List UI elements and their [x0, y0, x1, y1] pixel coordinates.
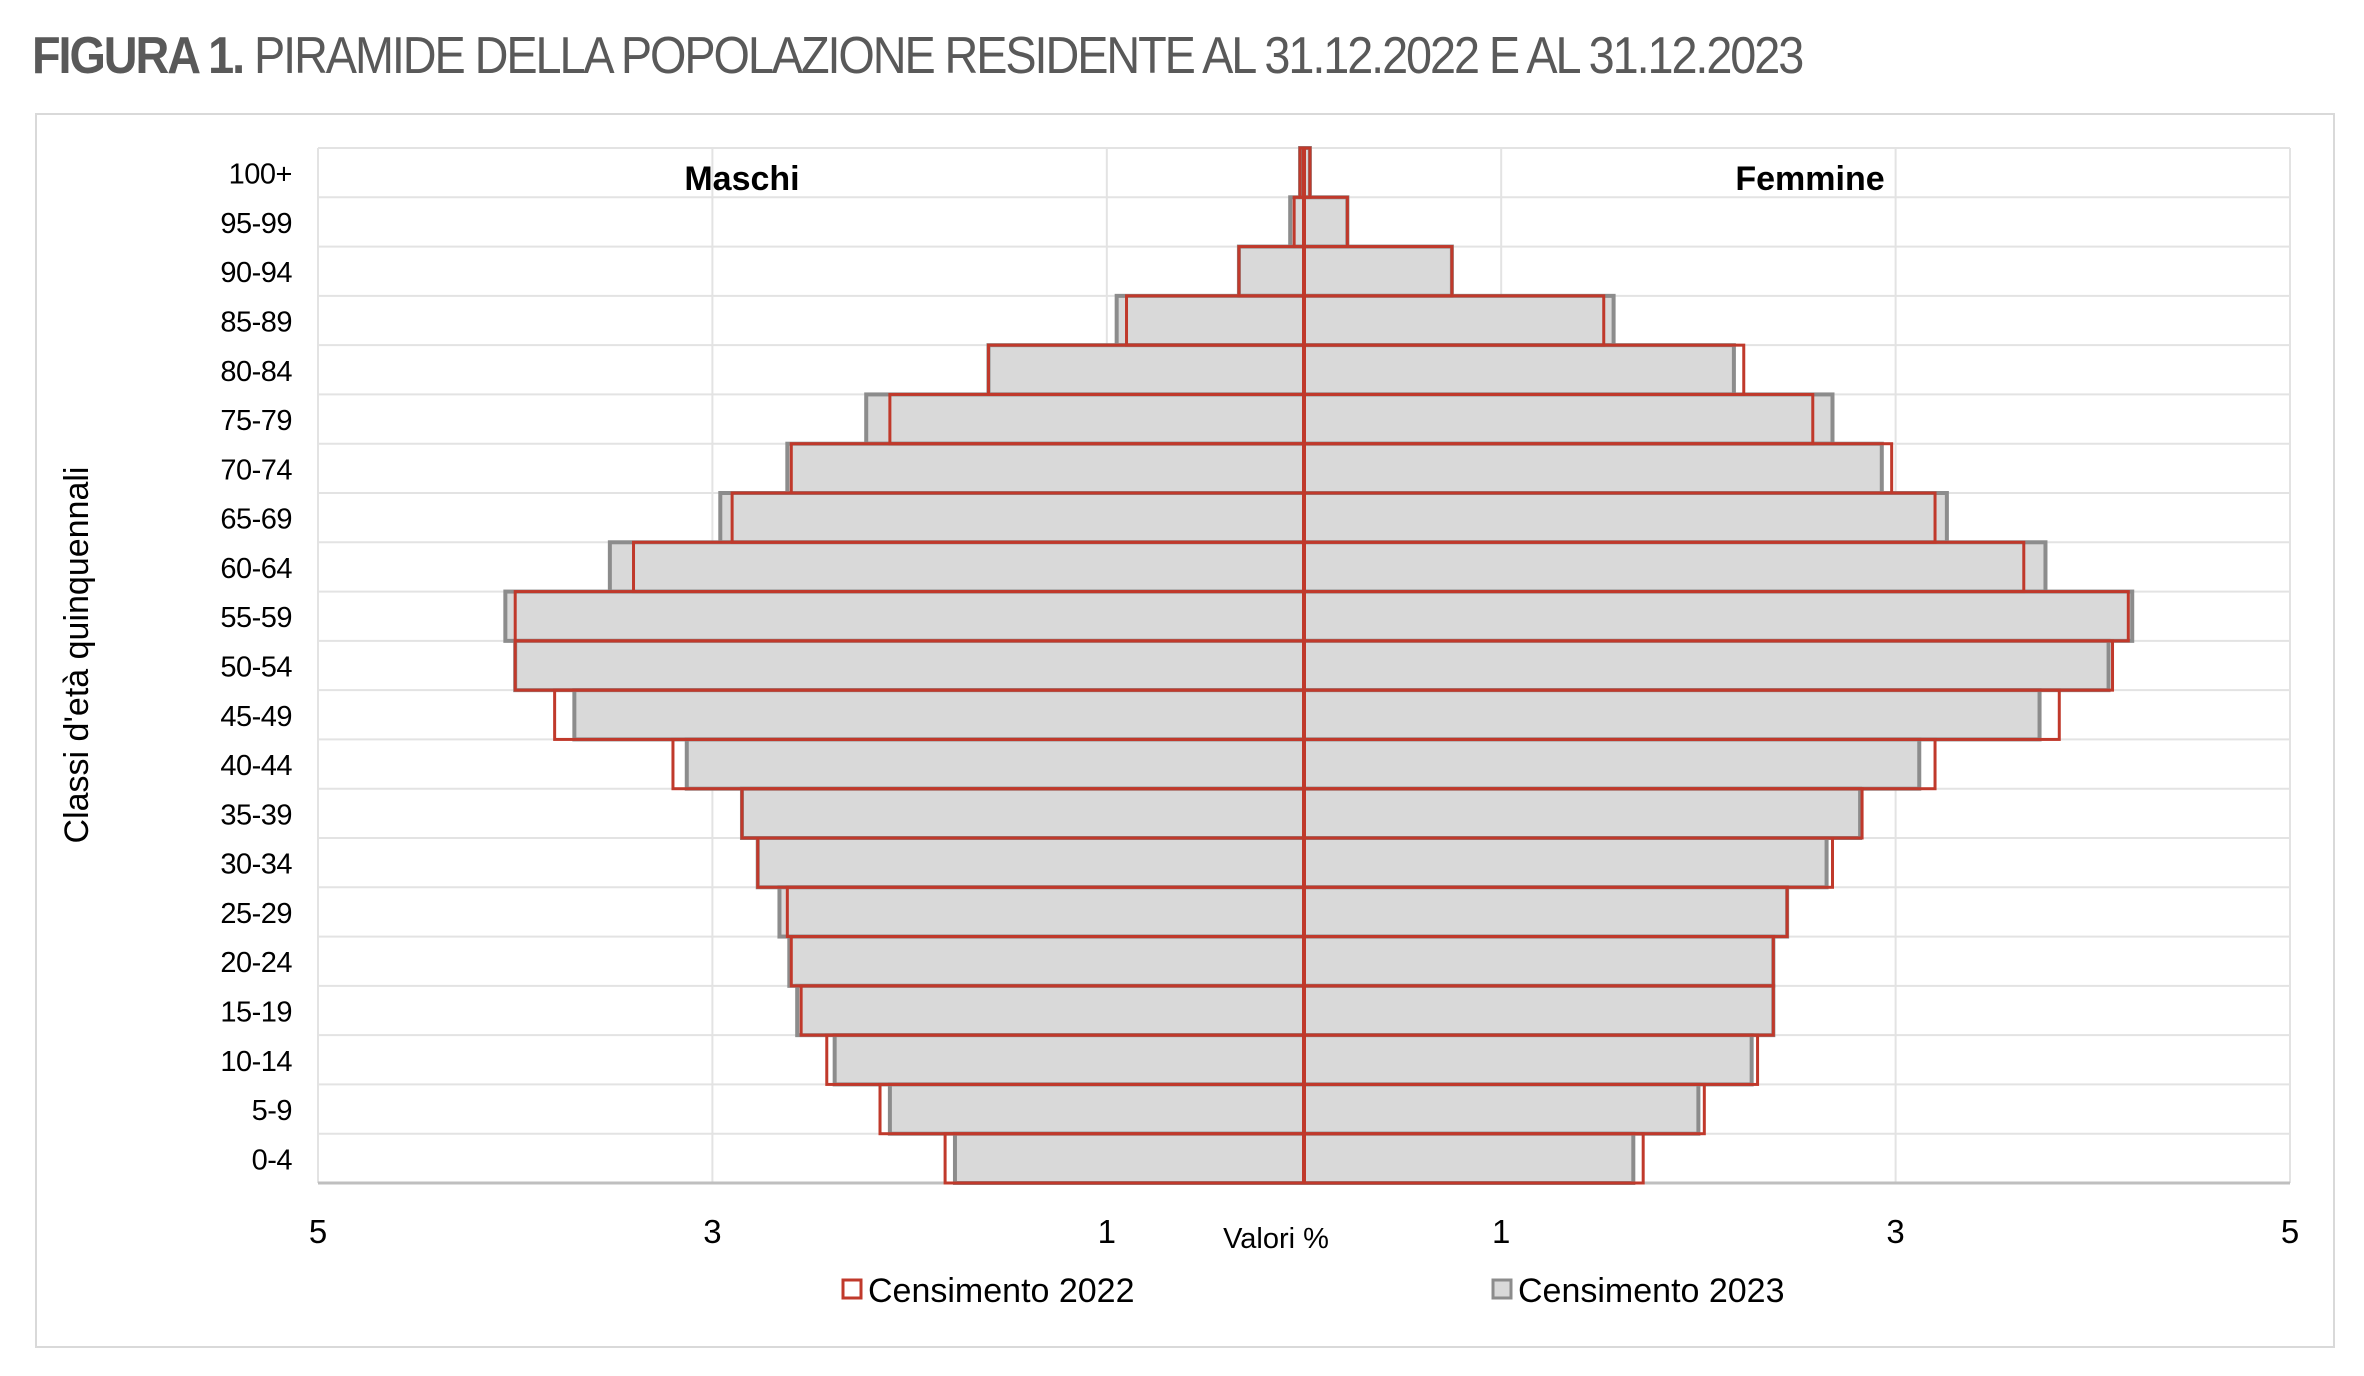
series-2023-bars — [503, 146, 2135, 1185]
figure-title-text: PIRAMIDE DELLA POPOLAZIONE RESIDENTE AL … — [254, 27, 1804, 85]
y-tick-label: 15-19 — [220, 997, 292, 1029]
x-tick-label: 3 — [703, 1213, 721, 1250]
bar-2023-female — [1302, 934, 1776, 988]
bar-2023-female — [1302, 491, 1949, 545]
y-tick-label: 30-34 — [220, 849, 292, 881]
x-tick-label: 3 — [1886, 1213, 1904, 1250]
y-tick-label: 40-44 — [220, 750, 292, 782]
legend-swatch-2023 — [1491, 1278, 1513, 1300]
figure-title: FIGURA 1. PIRAMIDE DELLA POPOLAZIONE RES… — [32, 26, 1804, 86]
bar-2023-male — [864, 392, 1306, 446]
y-tick-label: 60-64 — [220, 553, 292, 585]
bar-2023-male — [787, 934, 1306, 988]
bar-2023-female — [1302, 737, 1922, 791]
bar-2023-female — [1302, 638, 2111, 693]
series-2022-bars — [513, 146, 2130, 1185]
bar-2023-female — [1302, 983, 1776, 1038]
bar-2023-female — [1302, 195, 1350, 249]
bar-2023-male — [503, 589, 1306, 643]
bar-2023-male — [777, 885, 1306, 939]
bar-2023-female — [1302, 688, 2042, 742]
y-tick-labels: 100+ 95-99 90-94 85-89 80-84 75-79 70-74 65-69 6… — [220, 159, 293, 1177]
bar-2023-female — [1302, 343, 1736, 397]
figure-title-number: FIGURA 1. — [32, 27, 245, 85]
bar-2023-male — [684, 737, 1306, 791]
bar-2023-female — [1302, 540, 2048, 594]
y-tick-label: 100+ — [229, 159, 292, 191]
bar-2023-female — [1302, 1033, 1754, 1087]
bar-2023-male — [755, 836, 1306, 890]
bar-2023-male — [952, 1131, 1306, 1185]
bar-2023-male — [607, 540, 1306, 594]
legend-swatch-2022 — [841, 1278, 863, 1300]
y-tick-label: 75-79 — [220, 405, 292, 437]
y-tick-label: 35-39 — [220, 799, 292, 831]
y-tick-label: 80-84 — [220, 356, 292, 388]
bar-2023-male — [513, 638, 1306, 693]
y-tick-label: 55-59 — [220, 602, 292, 634]
y-tick-label: 70-74 — [220, 454, 292, 486]
y-tick-label: 95-99 — [220, 208, 292, 240]
bar-2023-female — [1302, 1131, 1636, 1185]
bar-2023-male — [795, 983, 1306, 1038]
y-tick-label: 65-69 — [220, 504, 292, 536]
bar-2023-male — [785, 441, 1306, 496]
legend-label-2023: Censimento 2023 — [1518, 1272, 1785, 1310]
bar-2023-female — [1302, 589, 2135, 643]
x-tick-labels: 5 3 1 1 3 5 — [309, 1213, 2299, 1250]
y-axis-title: Classi d'età quinquennali — [58, 467, 96, 844]
x-tick-label: 1 — [1098, 1213, 1116, 1250]
bar-2023-female — [1302, 441, 1884, 496]
bar-2023-male — [832, 1033, 1306, 1087]
x-tick-label: 5 — [309, 1213, 327, 1250]
bar-2023-female — [1302, 786, 1863, 841]
bar-2023-male — [739, 786, 1306, 841]
female-panel-label: Femmine — [1735, 160, 1884, 198]
x-tick-label: 1 — [1492, 1213, 1510, 1250]
y-tick-label: 20-24 — [220, 947, 292, 979]
y-tick-label: 10-14 — [220, 1046, 292, 1078]
x-tick-label: 5 — [2281, 1213, 2299, 1250]
bar-2023-male — [986, 343, 1306, 397]
bar-2023-female — [1302, 293, 1616, 348]
bar-2023-male — [572, 688, 1306, 742]
bar-2023-female — [1302, 392, 1835, 446]
bar-2023-male — [1236, 244, 1306, 298]
male-panel-label: Maschi — [684, 160, 799, 198]
chart-frame — [35, 113, 2335, 1348]
legend-label-2022: Censimento 2022 — [868, 1272, 1135, 1310]
y-tick-label: 45-49 — [220, 701, 292, 733]
y-tick-label: 50-54 — [220, 652, 292, 684]
bar-2023-male — [718, 491, 1306, 545]
bar-2023-male — [887, 1082, 1306, 1136]
x-axis-title: Valori % — [1223, 1223, 1329, 1255]
bar-2023-male — [1288, 195, 1307, 249]
y-tick-label: 25-29 — [220, 898, 292, 930]
y-tick-label: 5-9 — [252, 1095, 292, 1127]
y-tick-label: 90-94 — [220, 257, 292, 289]
bar-2023-female — [1302, 836, 1829, 890]
bar-2023-female — [1302, 244, 1454, 298]
bar-2023-male — [1114, 293, 1307, 348]
y-tick-label: 85-89 — [220, 307, 292, 339]
y-tick-label: 0-4 — [252, 1144, 293, 1176]
bar-2023-female — [1302, 1082, 1701, 1136]
bar-2023-female — [1302, 885, 1790, 939]
